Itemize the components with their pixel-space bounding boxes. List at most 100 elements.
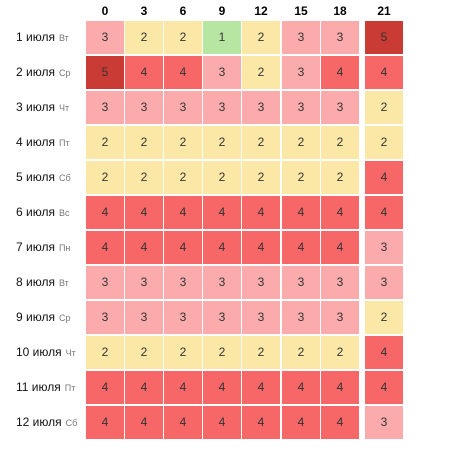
- date-label: 5 июля Сб: [16, 161, 71, 194]
- hour-label: 9: [218, 4, 226, 18]
- hours-header: 0 3 6 9 12 15 18 21: [86, 0, 406, 22]
- hour-label: 21: [377, 4, 391, 18]
- weekday-label: Пт: [58, 138, 70, 148]
- weekday-label: Сб: [58, 173, 71, 183]
- forecast-cell: 4: [125, 231, 163, 264]
- forecast-cell: 4: [321, 56, 359, 89]
- forecast-cell: 4: [86, 231, 124, 264]
- forecast-cell: 2: [365, 91, 403, 124]
- date-text: 10 июля: [16, 345, 62, 359]
- forecast-cell: 3: [203, 301, 241, 334]
- weekday-label: Сб: [65, 418, 78, 428]
- forecast-cell: 4: [282, 406, 320, 439]
- forecast-cell: 3: [125, 91, 163, 124]
- forecast-cell: 3: [203, 91, 241, 124]
- forecast-cell: 4: [164, 56, 202, 89]
- forecast-cell: 4: [282, 196, 320, 229]
- forecast-cell: 5: [365, 21, 403, 54]
- day-row: 4 июля Пт 2 2 2 2 2 2 2 2: [0, 126, 450, 161]
- forecast-cell: 3: [365, 231, 403, 264]
- date-label: 10 июля Чт: [16, 336, 76, 369]
- date-label: 7 июля Пн: [16, 231, 70, 264]
- hour-label: 3: [140, 4, 148, 18]
- weekday-label: Чт: [65, 348, 76, 358]
- forecast-cell: 2: [282, 336, 320, 369]
- hour-label: 12: [254, 4, 268, 18]
- hour-label: 18: [333, 4, 347, 18]
- day-row: 8 июля Вт 3 3 3 3 3 3 3 3: [0, 266, 450, 301]
- forecast-cell: 4: [365, 56, 403, 89]
- forecast-cell: 2: [203, 336, 241, 369]
- forecast-cell: 3: [203, 56, 241, 89]
- forecast-cell: 2: [242, 21, 280, 54]
- day-row: 10 июля Чт 2 2 2 2 2 2 2 4: [0, 336, 450, 371]
- forecast-cell: 4: [282, 371, 320, 404]
- forecast-cell: 4: [242, 196, 280, 229]
- forecast-cell: 4: [321, 371, 359, 404]
- forecast-cell: 2: [203, 126, 241, 159]
- forecast-cell: 3: [282, 21, 320, 54]
- forecast-cell: 3: [321, 266, 359, 299]
- forecast-cell: 4: [282, 231, 320, 264]
- forecast-cell: 5: [86, 56, 124, 89]
- date-text: 3 июля: [16, 100, 55, 114]
- forecast-cell: 4: [203, 406, 241, 439]
- date-label: 12 июля Сб: [16, 406, 77, 439]
- forecast-cell: 2: [242, 161, 280, 194]
- forecast-cell: 2: [242, 126, 280, 159]
- forecast-cell: 2: [242, 56, 280, 89]
- forecast-cell: 2: [321, 126, 359, 159]
- weekday-label: Ср: [58, 313, 71, 323]
- day-row: 3 июля Чт 3 3 3 3 3 3 3 2: [0, 91, 450, 126]
- forecast-cell: 4: [125, 196, 163, 229]
- weekday-label: Вс: [58, 208, 70, 218]
- weekday-label: Ср: [58, 68, 71, 78]
- date-label: 1 июля Вт: [16, 21, 69, 54]
- weekday-label: Вт: [58, 33, 69, 43]
- forecast-cell: 3: [282, 91, 320, 124]
- forecast-cell: 3: [164, 91, 202, 124]
- forecast-cell: 4: [125, 406, 163, 439]
- forecast-cell: 3: [86, 21, 124, 54]
- forecast-cell: 2: [125, 21, 163, 54]
- date-label: 4 июля Пт: [16, 126, 70, 159]
- weekday-label: Пн: [58, 243, 71, 253]
- forecast-cell: 3: [282, 56, 320, 89]
- forecast-cell: 4: [365, 336, 403, 369]
- forecast-cell: 2: [164, 21, 202, 54]
- day-row: 11 июля Пт 4 4 4 4 4 4 4 4: [0, 371, 450, 406]
- date-text: 4 июля: [16, 135, 55, 149]
- forecast-cell: 2: [282, 126, 320, 159]
- date-text: 2 июля: [16, 65, 55, 79]
- date-text: 9 июля: [16, 310, 55, 324]
- hour-label: 0: [101, 4, 109, 18]
- forecast-cell: 3: [86, 301, 124, 334]
- forecast-cell: 2: [365, 301, 403, 334]
- date-text: 8 июля: [16, 275, 55, 289]
- forecast-cell: 4: [203, 196, 241, 229]
- forecast-cell: 2: [125, 336, 163, 369]
- forecast-cell: 3: [86, 91, 124, 124]
- forecast-cell: 3: [125, 301, 163, 334]
- date-label: 11 июля Пт: [16, 371, 75, 404]
- forecast-cell: 3: [125, 266, 163, 299]
- forecast-cell: 2: [203, 161, 241, 194]
- forecast-cell: 4: [164, 406, 202, 439]
- forecast-cell: 4: [203, 371, 241, 404]
- forecast-cell: 2: [86, 126, 124, 159]
- day-row: 5 июля Сб 2 2 2 2 2 2 2 4: [0, 161, 450, 196]
- date-label: 8 июля Вт: [16, 266, 69, 299]
- forecast-cell: 3: [164, 301, 202, 334]
- forecast-cell: 3: [321, 21, 359, 54]
- day-row: 1 июля Вт 3 2 2 1 2 3 3 5: [0, 21, 450, 56]
- forecast-cell: 2: [321, 161, 359, 194]
- forecast-cell: 4: [86, 406, 124, 439]
- date-text: 5 июля: [16, 170, 55, 184]
- forecast-cell: 4: [321, 231, 359, 264]
- forecast-cell: 4: [365, 196, 403, 229]
- date-text: 1 июля: [16, 30, 55, 44]
- day-row: 12 июля Сб 4 4 4 4 4 4 4 3: [0, 406, 450, 441]
- forecast-cell: 2: [164, 336, 202, 369]
- date-text: 11 июля: [16, 380, 61, 394]
- date-text: 7 июля: [16, 240, 55, 254]
